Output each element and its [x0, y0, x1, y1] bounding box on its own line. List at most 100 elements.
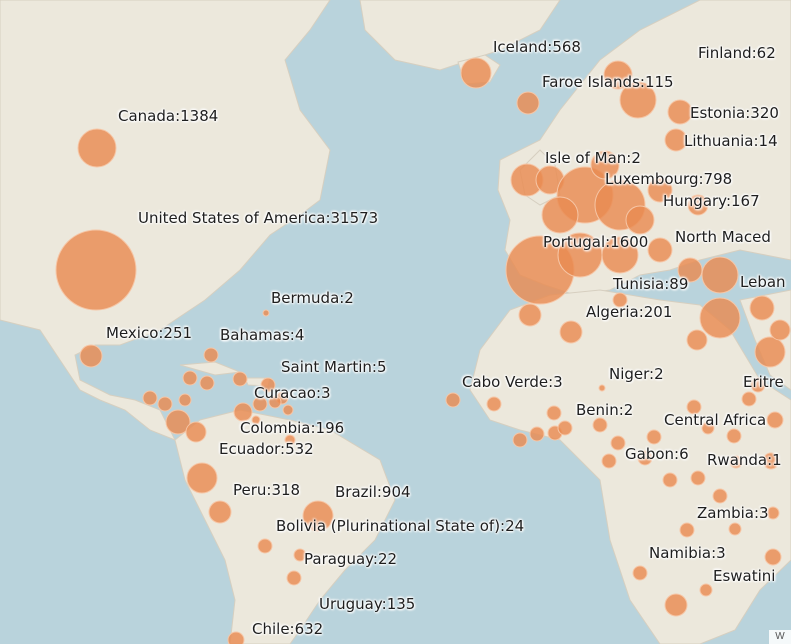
- bubble-africaw1[interactable]: [512, 432, 528, 448]
- bubble-israel[interactable]: [754, 336, 786, 368]
- bubble-africaw3[interactable]: [546, 405, 562, 421]
- bubble-somalia[interactable]: [766, 411, 784, 429]
- bubble-madagascar[interactable]: [766, 506, 780, 520]
- bubble-balkan[interactable]: [647, 237, 673, 263]
- bubble-europe4[interactable]: [625, 205, 655, 235]
- bubble-uruguay[interactable]: [286, 570, 302, 586]
- label-colombia[interactable]: Colombia:196: [240, 419, 345, 437]
- label-namibia[interactable]: Namibia:3: [649, 544, 726, 562]
- bubble-sa3[interactable]: [699, 583, 713, 597]
- label-lithuania[interactable]: Lithuania:14: [684, 132, 778, 150]
- label-gabon[interactable]: Gabon:6: [625, 445, 689, 463]
- bubble-faroe[interactable]: [516, 91, 540, 115]
- bubble-pr[interactable]: [232, 371, 248, 387]
- bubble-centam1[interactable]: [142, 390, 158, 406]
- bubble-nigeria[interactable]: [601, 453, 617, 469]
- bubble-cuba[interactable]: [182, 370, 198, 386]
- bubble-greece[interactable]: [677, 257, 703, 283]
- bubble-eritrea[interactable]: [750, 377, 766, 393]
- bubble-lesser1[interactable]: [260, 377, 276, 393]
- bubble-egypt[interactable]: [686, 329, 708, 351]
- label-rwanda[interactable]: Rwanda:1: [707, 451, 782, 469]
- bubble-lesser4[interactable]: [268, 395, 282, 409]
- label-algeria[interactable]: Algeria:201: [586, 303, 673, 321]
- bubble-zambia[interactable]: [712, 488, 728, 504]
- bubble-centam3[interactable]: [165, 409, 191, 435]
- bubble-morocco[interactable]: [518, 303, 542, 327]
- bubble-estonia[interactable]: [667, 99, 693, 125]
- bubble-middleeast[interactable]: [769, 319, 791, 341]
- bubble-niger[interactable]: [598, 384, 606, 392]
- bubble-namibia[interactable]: [679, 522, 695, 538]
- bubble-turkey[interactable]: [701, 256, 739, 294]
- bubble-canada[interactable]: [77, 128, 117, 168]
- bubble-ea2[interactable]: [762, 452, 780, 470]
- label-ecuador[interactable]: Ecuador:532: [219, 440, 314, 458]
- bubble-benin[interactable]: [610, 435, 626, 451]
- label-faroe-islands[interactable]: Faroe Islands:115: [542, 73, 674, 91]
- bubble-lesser3[interactable]: [282, 404, 294, 416]
- bubble-lebanon[interactable]: [749, 295, 775, 321]
- bubble-senegal[interactable]: [486, 396, 502, 412]
- bubble-cabo_verde[interactable]: [445, 392, 461, 408]
- label-eswatini[interactable]: Eswatini: [713, 567, 776, 585]
- bubble-africaw2[interactable]: [529, 426, 545, 442]
- bubble-africaw5[interactable]: [557, 420, 573, 436]
- bubble-hungary[interactable]: [687, 194, 709, 216]
- bubble-moz[interactable]: [728, 522, 742, 536]
- bubble-europe3[interactable]: [541, 196, 579, 234]
- label-eritrea[interactable]: Eritre: [743, 373, 784, 391]
- bubble-ecuador[interactable]: [186, 462, 218, 494]
- bubble-usa[interactable]: [55, 229, 137, 311]
- bubble-sa2[interactable]: [664, 593, 688, 617]
- bubble-mexico[interactable]: [79, 344, 103, 368]
- bubble-chile[interactable]: [227, 631, 245, 644]
- bubble-europe5[interactable]: [647, 177, 673, 203]
- bubble-ea1[interactable]: [726, 428, 742, 444]
- bubble-italy[interactable]: [601, 236, 639, 274]
- label-hungary[interactable]: Hungary:167: [663, 192, 760, 210]
- label-portugal[interactable]: Portugal:1600: [543, 233, 649, 251]
- map-attribution[interactable]: W: [769, 630, 791, 644]
- bubble-tunisia[interactable]: [612, 292, 628, 308]
- bubble-bolivia[interactable]: [257, 538, 273, 554]
- bubble-ca1[interactable]: [686, 399, 702, 415]
- bubble-curacao[interactable]: [251, 415, 261, 425]
- bubble-iceland[interactable]: [460, 57, 492, 89]
- bubble-finland2[interactable]: [603, 60, 633, 90]
- label-curacao[interactable]: Curacao:3: [254, 384, 331, 402]
- label-finland[interactable]: Finland:62: [698, 44, 776, 62]
- label-niger[interactable]: Niger:2: [609, 365, 664, 383]
- label-north-macedonia[interactable]: North Maced: [675, 228, 771, 246]
- label-isle-of-man[interactable]: Isle of Man:2: [545, 149, 641, 167]
- label-bahamas[interactable]: Bahamas:4: [220, 326, 305, 344]
- bubble-venezuela[interactable]: [252, 396, 268, 412]
- label-brazil[interactable]: Brazil:904: [335, 483, 411, 501]
- label-luxembourg[interactable]: Luxembourg:798: [605, 170, 733, 188]
- bubble-brazil[interactable]: [302, 500, 334, 532]
- bubble-finland[interactable]: [619, 81, 657, 119]
- bubble-swaz[interactable]: [764, 548, 782, 566]
- bubble-ca3[interactable]: [741, 391, 757, 407]
- label-central-african[interactable]: Central Africa: [664, 411, 767, 429]
- bubble-bahamas[interactable]: [203, 347, 219, 363]
- bubble-colombia[interactable]: [233, 402, 253, 422]
- bubble-africaw6[interactable]: [592, 417, 608, 433]
- bubble-bermuda[interactable]: [262, 309, 270, 317]
- label-bolivia[interactable]: Bolivia (Plurinational State of):24: [276, 517, 525, 535]
- label-bermuda[interactable]: Bermuda:2: [271, 289, 354, 307]
- label-peru[interactable]: Peru:318: [233, 481, 301, 499]
- bubble-drc[interactable]: [646, 429, 662, 445]
- label-mexico[interactable]: Mexico:251: [106, 324, 193, 342]
- label-lebanon[interactable]: Leban: [740, 273, 786, 291]
- bubble-ea3[interactable]: [729, 455, 743, 469]
- bubble-algeria[interactable]: [559, 320, 583, 344]
- bubble-ca2[interactable]: [701, 421, 715, 435]
- label-zambia[interactable]: Zambia:3: [697, 504, 769, 522]
- bubble-lithuania[interactable]: [664, 128, 688, 152]
- label-estonia[interactable]: Estonia:320: [690, 104, 779, 122]
- label-chile[interactable]: Chile:632: [252, 620, 324, 638]
- label-uruguay[interactable]: Uruguay:135: [319, 595, 416, 613]
- bubble-peru[interactable]: [208, 500, 232, 524]
- label-saint-martin[interactable]: Saint Martin:5: [281, 358, 387, 376]
